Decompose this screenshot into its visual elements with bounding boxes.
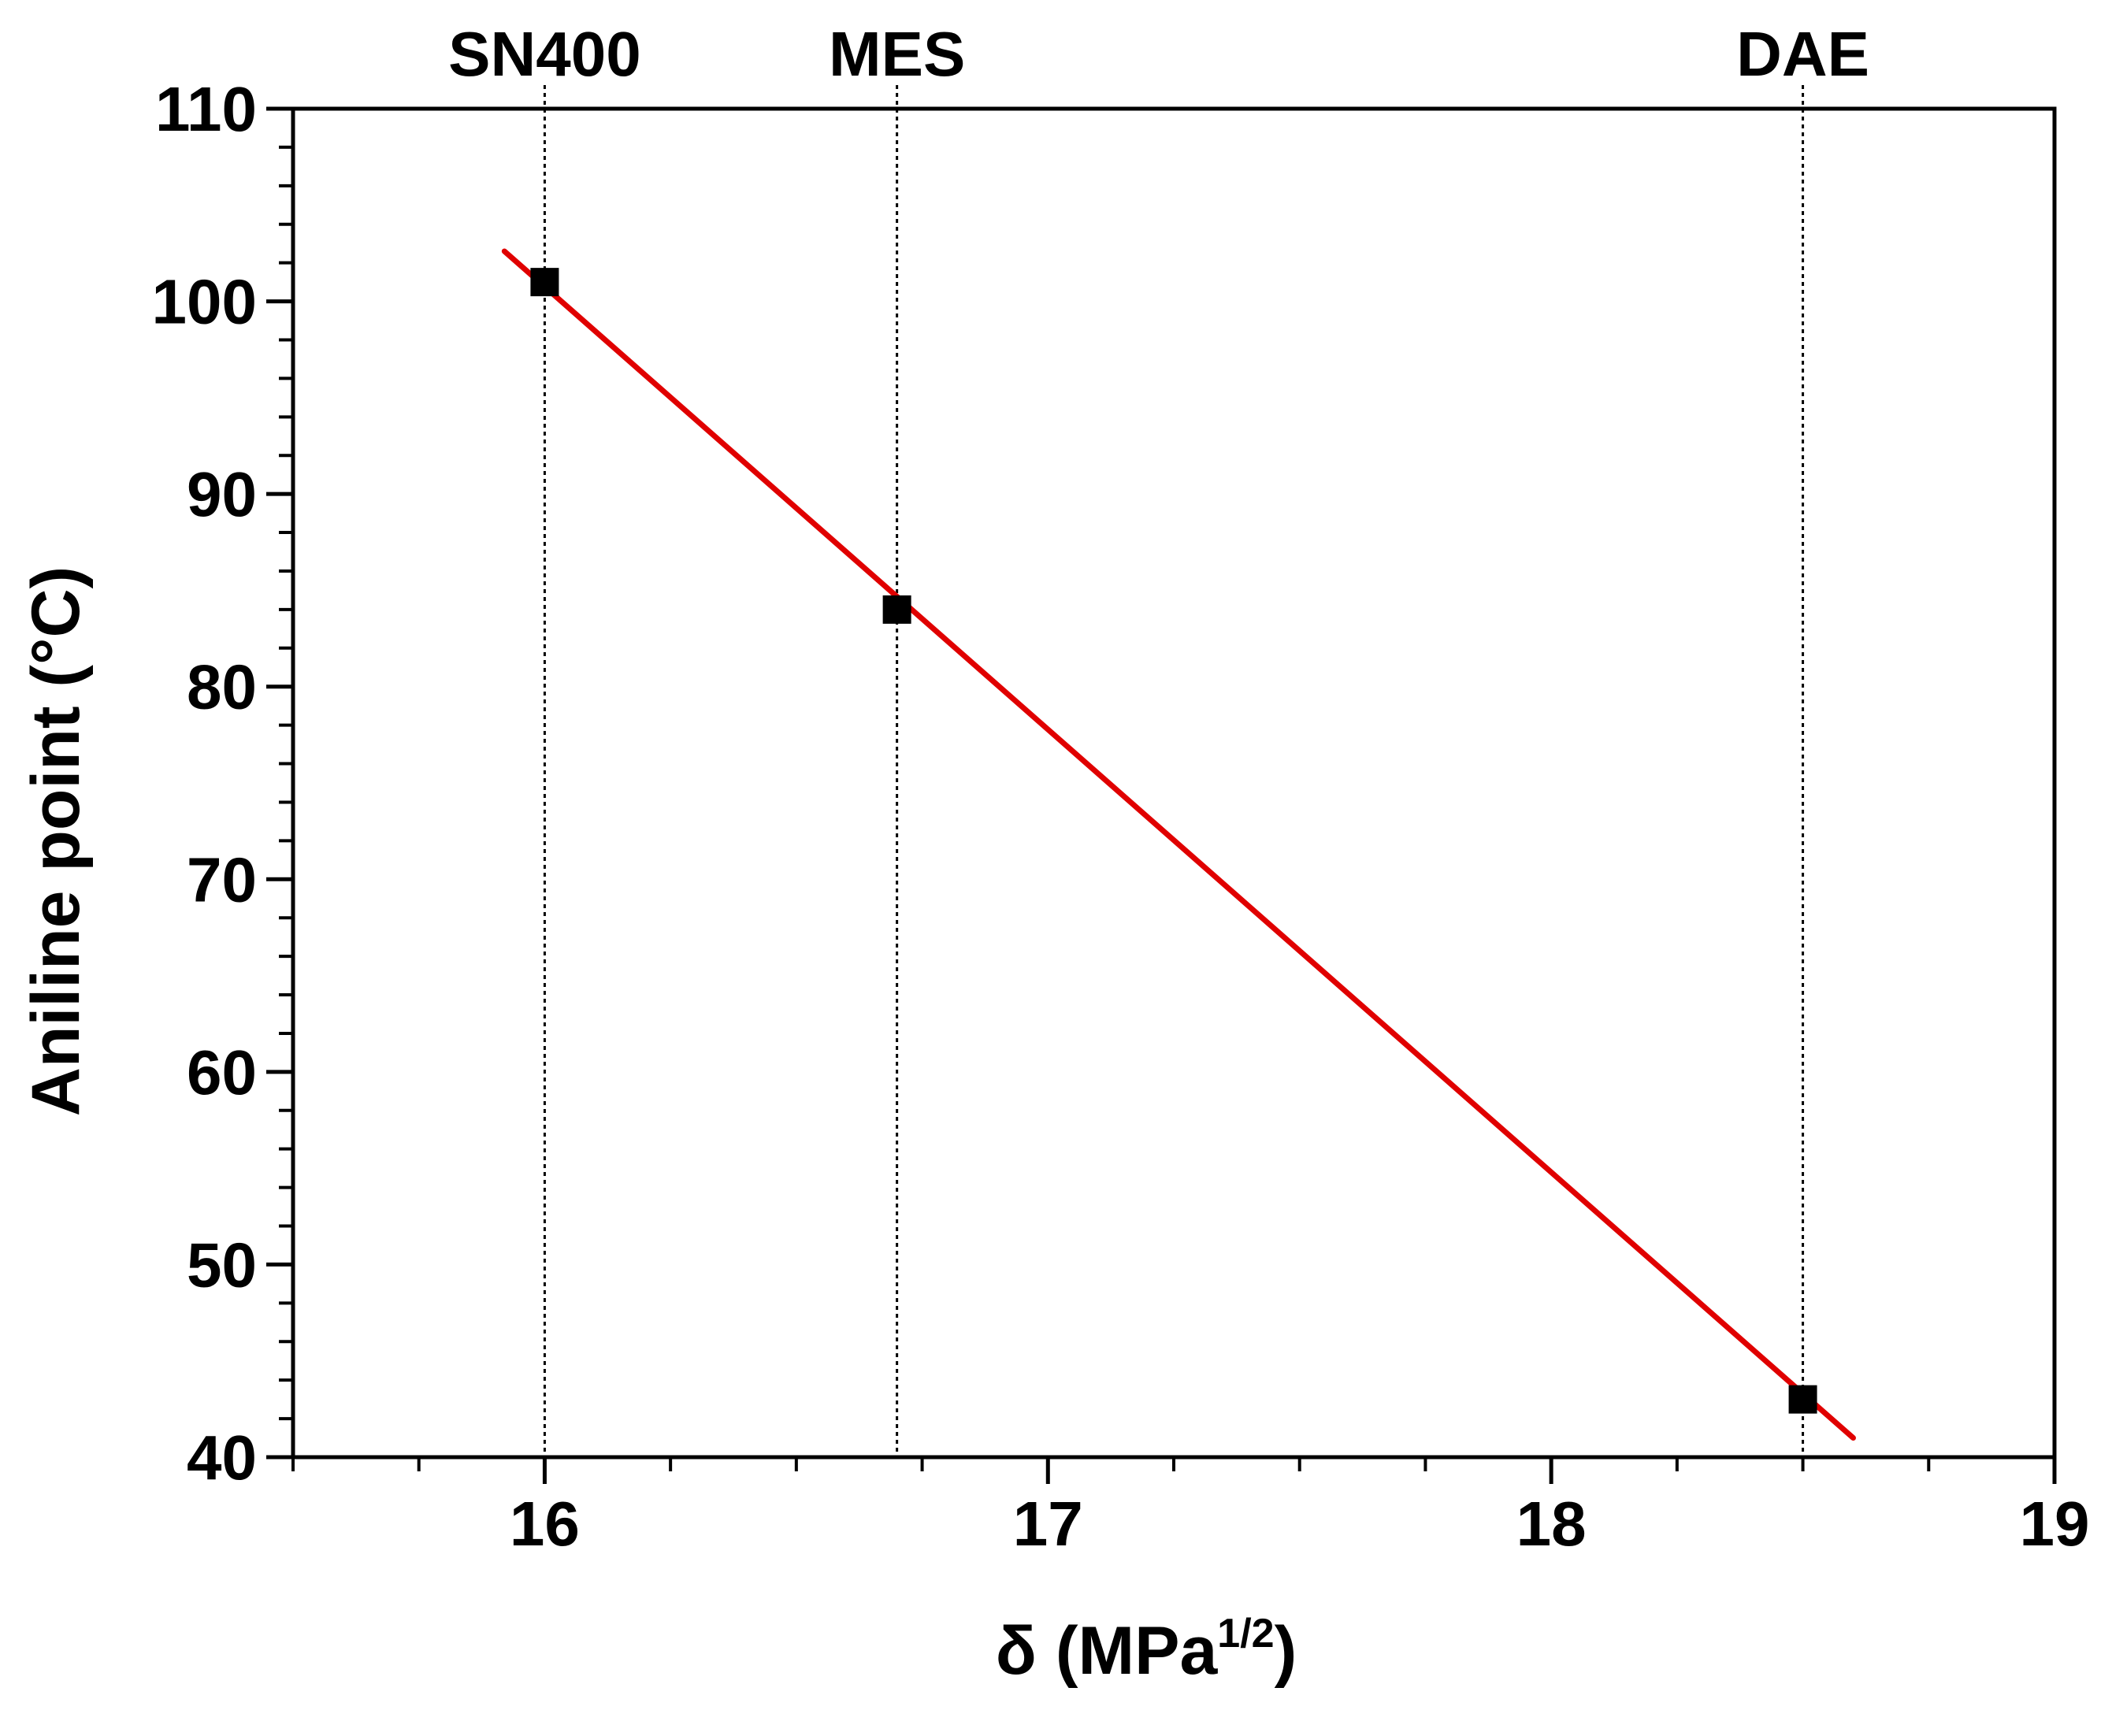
data-point-sn400 bbox=[530, 268, 559, 297]
plot-frame bbox=[291, 106, 2057, 1460]
minor-ticks bbox=[279, 145, 1931, 1471]
y-tick-label: 40 bbox=[187, 1423, 257, 1493]
reference-lines bbox=[543, 85, 1805, 1457]
y-tick-label: 110 bbox=[155, 74, 257, 144]
y-tick-label: 50 bbox=[187, 1230, 257, 1300]
y-tick-label: 80 bbox=[187, 652, 257, 722]
x-tick-label: 16 bbox=[510, 1489, 580, 1559]
top-label-sn400: SN400 bbox=[448, 19, 641, 89]
major-ticks bbox=[266, 106, 2057, 1484]
fit-line-group bbox=[501, 248, 1856, 1441]
data-point-dae bbox=[1788, 1385, 1817, 1414]
y-tick-label: 100 bbox=[152, 267, 257, 337]
x-tick-label: 19 bbox=[2020, 1489, 2090, 1559]
y-tick-labels: 40 50 60 70 80 90 100 110 bbox=[152, 74, 257, 1493]
x-tick-labels: 16 17 18 19 bbox=[510, 1489, 2090, 1559]
top-label-dae: DAE bbox=[1736, 19, 1869, 89]
x-tick-label: 18 bbox=[1516, 1489, 1587, 1559]
x-axis-title: δ (MPa1/2) bbox=[996, 1611, 1297, 1689]
y-tick-label: 90 bbox=[187, 459, 257, 529]
y-axis-title: Aniline point (°C) bbox=[18, 566, 94, 1116]
top-labels: SN400 MES DAE bbox=[448, 19, 1869, 89]
fit-line bbox=[501, 248, 1856, 1441]
data-point-mes bbox=[882, 595, 911, 624]
top-label-mes: MES bbox=[829, 19, 965, 89]
y-tick-label: 70 bbox=[187, 844, 257, 914]
x-tick-label: 17 bbox=[1013, 1489, 1083, 1559]
data-points bbox=[530, 268, 1817, 1414]
y-tick-label: 60 bbox=[187, 1037, 257, 1107]
